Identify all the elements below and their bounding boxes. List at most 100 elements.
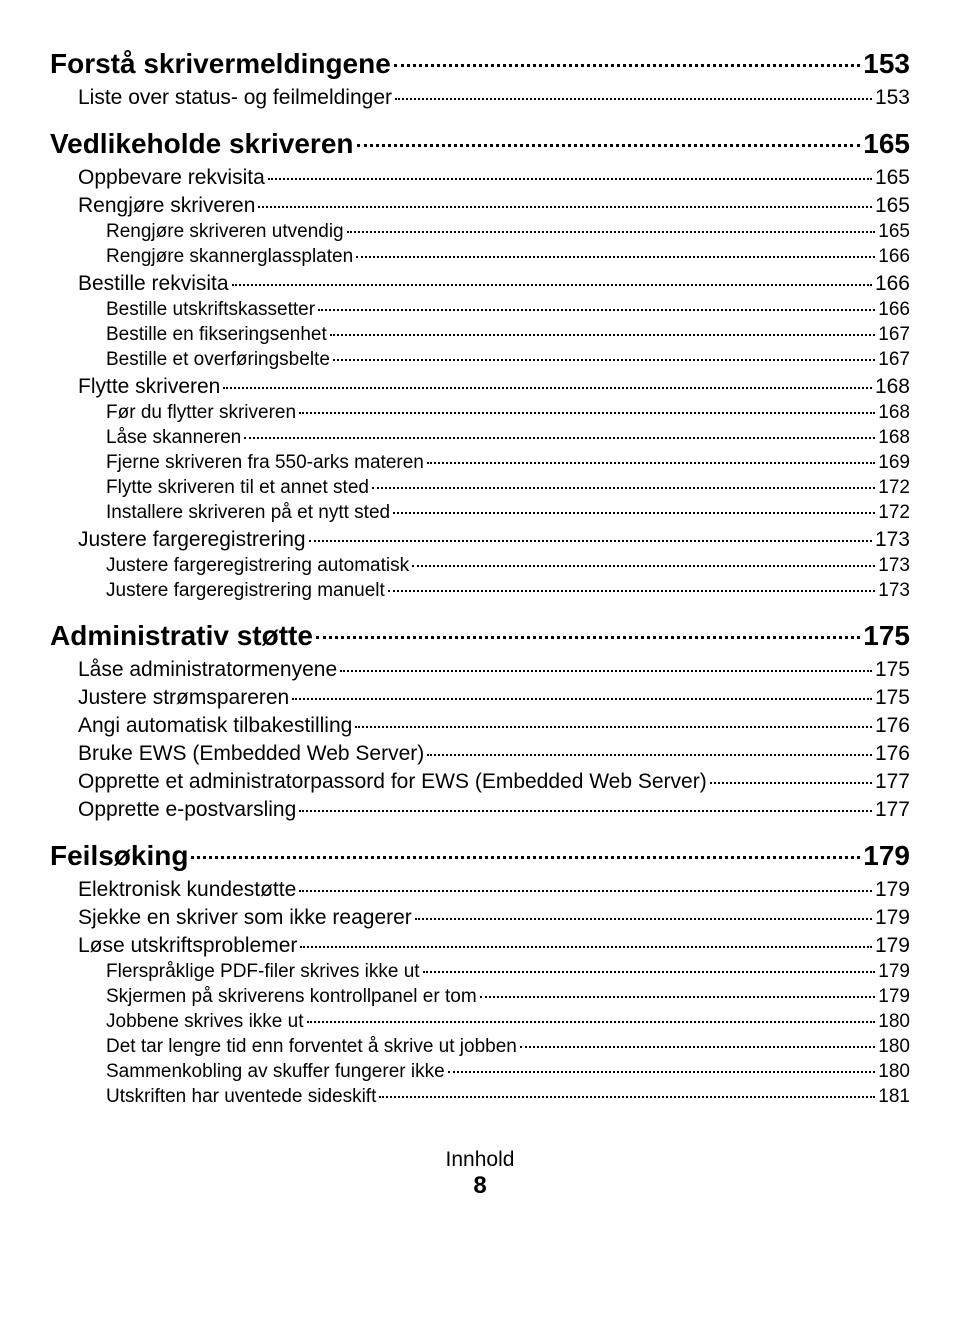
toc-dot-leader bbox=[393, 512, 875, 514]
toc-entry-page: 153 bbox=[863, 48, 910, 80]
toc-entry-title: Justere fargeregistrering automatisk bbox=[106, 555, 409, 577]
toc-entry[interactable]: Utskriften har uventede sideskift181 bbox=[106, 1086, 910, 1108]
toc-entry-title: Administrativ støtte bbox=[50, 620, 313, 652]
toc-entry[interactable]: Flerspråklige PDF-filer skrives ikke ut1… bbox=[106, 961, 910, 983]
toc-entry[interactable]: Bruke EWS (Embedded Web Server)176 bbox=[78, 742, 910, 766]
toc-entry-page: 168 bbox=[878, 427, 910, 449]
footer-page-number: 8 bbox=[50, 1172, 910, 1200]
toc-dot-leader bbox=[415, 918, 872, 920]
toc-entry[interactable]: Vedlikeholde skriveren165 bbox=[50, 128, 910, 160]
toc-entry-title: Justere fargeregistrering manuelt bbox=[106, 580, 385, 602]
toc-entry-page: 180 bbox=[878, 1061, 910, 1083]
toc-entry[interactable]: Sammenkobling av skuffer fungerer ikke18… bbox=[106, 1061, 910, 1083]
toc-entry-title: Flytte skriveren bbox=[78, 375, 220, 399]
toc-dot-leader bbox=[355, 726, 872, 728]
toc-entry-title: Skjermen på skriverens kontrollpanel er … bbox=[106, 986, 477, 1008]
toc-entry[interactable]: Rengjøre skriveren utvendig165 bbox=[106, 221, 910, 243]
toc-entry-page: 166 bbox=[875, 272, 910, 296]
toc-entry-page: 177 bbox=[875, 798, 910, 822]
toc-dot-leader bbox=[356, 256, 875, 258]
toc-entry[interactable]: Sjekke en skriver som ikke reagerer179 bbox=[78, 906, 910, 930]
toc-entry[interactable]: Bestille utskriftskassetter166 bbox=[106, 299, 910, 321]
toc-entry[interactable]: Opprette e-postvarsling 177 bbox=[78, 798, 910, 822]
toc-entry[interactable]: Opprette et administratorpassord for EWS… bbox=[78, 770, 910, 794]
toc-entry[interactable]: Forstå skrivermeldingene 153 bbox=[50, 48, 910, 80]
toc-dot-leader bbox=[300, 946, 872, 948]
toc-entry-title: Bestille et overføringsbelte bbox=[106, 349, 330, 371]
toc-dot-leader bbox=[347, 231, 876, 233]
toc-dot-leader bbox=[448, 1071, 876, 1073]
toc-entry-page: 179 bbox=[878, 961, 910, 983]
toc-dot-leader bbox=[232, 284, 872, 286]
toc-dot-leader bbox=[191, 856, 860, 859]
toc-dot-leader bbox=[268, 178, 872, 180]
toc-dot-leader bbox=[388, 590, 875, 592]
toc-entry-page: 173 bbox=[878, 555, 910, 577]
toc-dot-leader bbox=[480, 996, 876, 998]
toc-entry[interactable]: Angi automatisk tilbakestilling176 bbox=[78, 714, 910, 738]
toc-dot-leader bbox=[299, 412, 875, 414]
toc-entry-title: Rengjøre skriveren bbox=[78, 194, 255, 218]
toc-dot-leader bbox=[427, 754, 872, 756]
toc-entry[interactable]: Justere fargeregistrering automatisk 173 bbox=[106, 555, 910, 577]
toc-entry[interactable]: Feilsøking179 bbox=[50, 840, 910, 872]
toc-entry-page: 172 bbox=[878, 502, 910, 524]
toc-entry[interactable]: Elektronisk kundestøtte179 bbox=[78, 878, 910, 902]
toc-entry-title: Oppbevare rekvisita bbox=[78, 166, 265, 190]
toc-entry-page: 165 bbox=[875, 166, 910, 190]
toc-entry-title: Sjekke en skriver som ikke reagerer bbox=[78, 906, 412, 930]
toc-entry-title: Bestille rekvisita bbox=[78, 272, 229, 296]
toc-entry-title: Jobbene skrives ikke ut bbox=[106, 1011, 304, 1033]
toc-dot-leader bbox=[316, 636, 860, 639]
toc-entry-title: Liste over status- og feilmeldinger bbox=[78, 86, 392, 110]
toc-entry[interactable]: Fjerne skriveren fra 550-arks materen169 bbox=[106, 452, 910, 474]
toc-entry[interactable]: Det tar lengre tid enn forventet å skriv… bbox=[106, 1036, 910, 1058]
toc-entry[interactable]: Administrativ støtte175 bbox=[50, 620, 910, 652]
toc-dot-leader bbox=[394, 64, 860, 67]
toc-dot-leader bbox=[520, 1046, 875, 1048]
toc-entry[interactable]: Bestille en fikseringsenhet167 bbox=[106, 324, 910, 346]
toc-entry[interactable]: Før du flytter skriveren168 bbox=[106, 402, 910, 424]
toc-dot-leader bbox=[330, 334, 876, 336]
toc-entry[interactable]: Flytte skriveren168 bbox=[78, 375, 910, 399]
toc-dot-leader bbox=[258, 206, 872, 208]
toc-entry[interactable]: Oppbevare rekvisita 165 bbox=[78, 166, 910, 190]
toc-entry[interactable]: Løse utskriftsproblemer179 bbox=[78, 934, 910, 958]
table-of-contents: Forstå skrivermeldingene153Liste over st… bbox=[50, 48, 910, 1108]
toc-entry[interactable]: Installere skriveren på et nytt sted172 bbox=[106, 502, 910, 524]
toc-entry-title: Løse utskriftsproblemer bbox=[78, 934, 297, 958]
toc-entry[interactable]: Liste over status- og feilmeldinger 153 bbox=[78, 86, 910, 110]
toc-entry-title: Før du flytter skriveren bbox=[106, 402, 296, 424]
toc-entry-page: 167 bbox=[878, 349, 910, 371]
toc-entry[interactable]: Låse skanneren168 bbox=[106, 427, 910, 449]
toc-entry-page: 167 bbox=[878, 324, 910, 346]
toc-entry-title: Det tar lengre tid enn forventet å skriv… bbox=[106, 1036, 517, 1058]
toc-entry[interactable]: Justere fargeregistrering173 bbox=[78, 528, 910, 552]
toc-dot-leader bbox=[292, 698, 872, 700]
toc-dot-leader bbox=[412, 565, 875, 567]
toc-entry[interactable]: Justere fargeregistrering manuelt 173 bbox=[106, 580, 910, 602]
toc-entry-page: 153 bbox=[875, 86, 910, 110]
toc-entry-title: Justere fargeregistrering bbox=[78, 528, 306, 552]
toc-entry[interactable]: Rengjøre skriveren 165 bbox=[78, 194, 910, 218]
toc-entry[interactable]: Bestille et overføringsbelte 167 bbox=[106, 349, 910, 371]
toc-entry-page: 181 bbox=[878, 1086, 910, 1108]
toc-entry-page: 177 bbox=[875, 770, 910, 794]
toc-dot-leader bbox=[307, 1021, 876, 1023]
toc-entry[interactable]: Låse administratormenyene175 bbox=[78, 658, 910, 682]
toc-entry[interactable]: Skjermen på skriverens kontrollpanel er … bbox=[106, 986, 910, 1008]
toc-entry[interactable]: Jobbene skrives ikke ut180 bbox=[106, 1011, 910, 1033]
toc-entry-page: 173 bbox=[878, 580, 910, 602]
toc-entry-title: Bruke EWS (Embedded Web Server) bbox=[78, 742, 424, 766]
toc-entry-title: Forstå skrivermeldingene bbox=[50, 48, 391, 80]
toc-entry[interactable]: Flytte skriveren til et annet sted172 bbox=[106, 477, 910, 499]
toc-entry[interactable]: Rengjøre skannerglassplaten166 bbox=[106, 246, 910, 268]
toc-entry-title: Opprette e-postvarsling bbox=[78, 798, 296, 822]
toc-dot-leader bbox=[309, 540, 872, 542]
toc-entry-title: Opprette et administratorpassord for EWS… bbox=[78, 770, 707, 794]
toc-entry-page: 166 bbox=[878, 246, 910, 268]
toc-entry-page: 165 bbox=[875, 194, 910, 218]
toc-entry[interactable]: Justere strømspareren175 bbox=[78, 686, 910, 710]
toc-entry-page: 165 bbox=[878, 221, 910, 243]
toc-entry[interactable]: Bestille rekvisita 166 bbox=[78, 272, 910, 296]
